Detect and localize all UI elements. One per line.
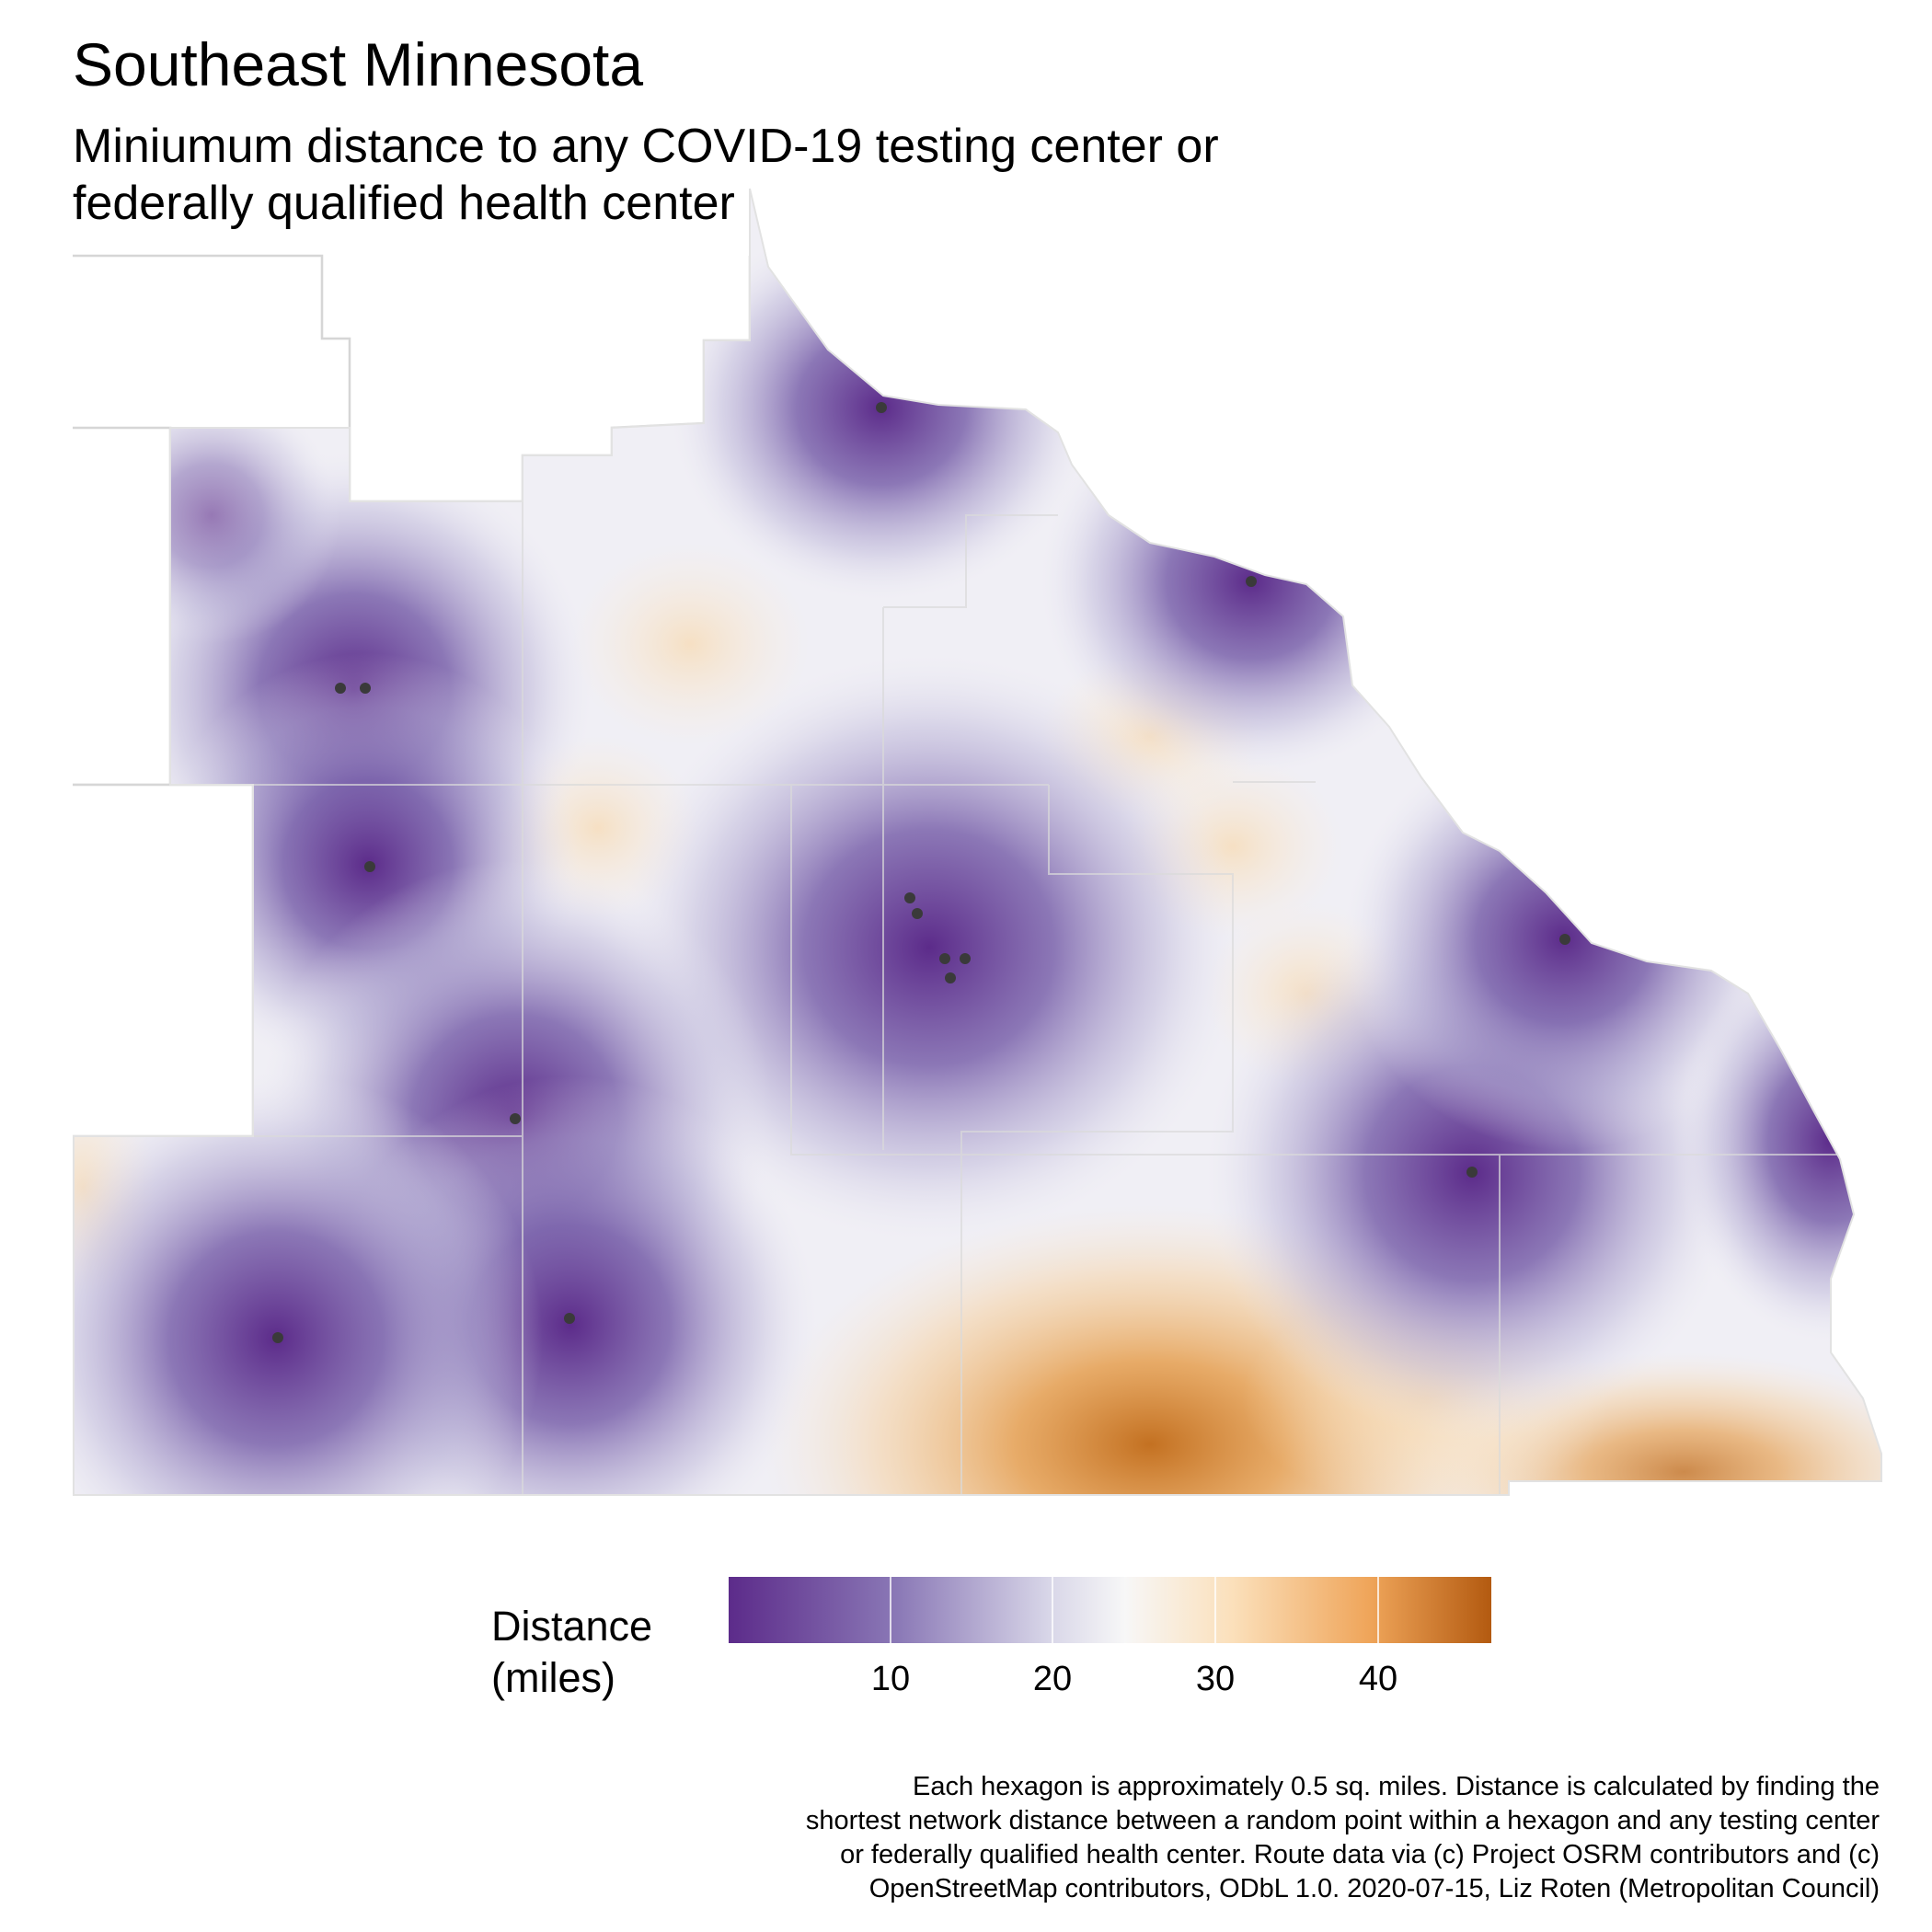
legend-tick-mark xyxy=(890,1577,891,1643)
legend-title: Distance (miles) xyxy=(491,1601,652,1704)
legend-title-line-1: Distance xyxy=(491,1603,653,1650)
caption-line-4: OpenStreetMap contributors, ODbL 1.0. 20… xyxy=(868,1874,1880,1903)
legend-tick-mark xyxy=(1214,1577,1216,1643)
non-region-county-outlines xyxy=(73,254,752,1138)
testing-center-markers xyxy=(272,402,1570,1343)
region-outline xyxy=(73,188,1882,1496)
legend-title-line-2: (miles) xyxy=(491,1654,615,1701)
testing-center-dot xyxy=(335,683,346,694)
testing-center-dot xyxy=(1246,576,1257,587)
legend-colorbar xyxy=(729,1577,1491,1643)
testing-center-dot xyxy=(364,861,375,872)
county-boundaries xyxy=(74,501,1840,1495)
testing-center-dot xyxy=(876,402,887,413)
testing-center-dot xyxy=(1559,934,1570,945)
testing-center-dot xyxy=(1466,1167,1478,1178)
map-subtitle: Miniumum distance to any COVID-19 testin… xyxy=(73,118,1219,232)
legend-tick-label: 10 xyxy=(870,1660,911,1698)
distance-surface xyxy=(74,189,1881,1495)
testing-center-dot xyxy=(945,972,956,983)
testing-center-dot xyxy=(564,1313,575,1324)
legend-tick-label: 30 xyxy=(1195,1660,1236,1698)
testing-center-dot xyxy=(510,1113,521,1124)
subtitle-line-1: Miniumum distance to any COVID-19 testin… xyxy=(73,120,1219,173)
subtitle-line-2: federally qualified health center xyxy=(73,177,735,230)
legend-tick-label: 40 xyxy=(1358,1660,1398,1698)
caption-line-1: Each hexagon is approximately 0.5 sq. mi… xyxy=(912,1772,1880,1801)
caption-line-3: or federally qualified health center. Ro… xyxy=(840,1840,1880,1869)
legend-tick-mark xyxy=(1377,1577,1379,1643)
map-caption: Each hexagon is approximately 0.5 sq. mi… xyxy=(592,1770,1880,1906)
caption-line-2: shortest network distance between a rand… xyxy=(805,1806,1880,1835)
legend-tick-label: 20 xyxy=(1032,1660,1073,1698)
testing-center-dot xyxy=(912,908,923,919)
testing-center-dot xyxy=(904,892,915,903)
legend-tick-mark xyxy=(1052,1577,1053,1643)
testing-center-dot xyxy=(960,953,971,964)
testing-center-dot xyxy=(939,953,950,964)
testing-center-dot xyxy=(360,683,371,694)
map-title: Southeast Minnesota xyxy=(73,30,644,98)
testing-center-dot xyxy=(272,1332,283,1343)
